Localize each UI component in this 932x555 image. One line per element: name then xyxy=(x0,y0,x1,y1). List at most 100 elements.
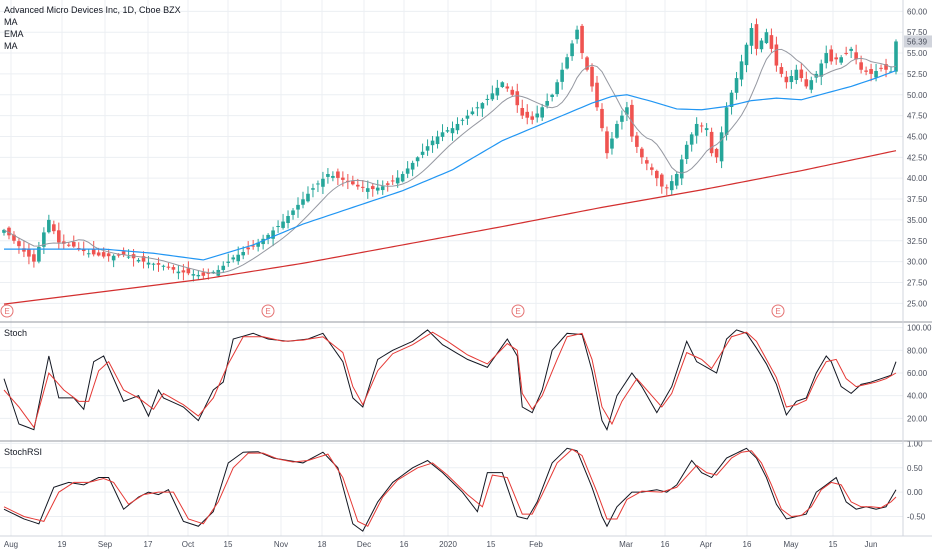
candle-body[interactable] xyxy=(475,107,480,109)
candle-body[interactable] xyxy=(520,108,525,116)
candle-body[interactable] xyxy=(71,241,76,247)
candle-body[interactable] xyxy=(52,224,56,232)
candle-body[interactable] xyxy=(395,177,400,184)
candle-body[interactable] xyxy=(81,249,86,252)
candle-body[interactable] xyxy=(510,89,515,95)
candle-body[interactable] xyxy=(595,82,599,108)
candle-body[interactable] xyxy=(301,199,305,205)
candle-body[interactable] xyxy=(331,175,335,178)
candle-body[interactable] xyxy=(784,76,789,83)
candle-body[interactable] xyxy=(615,123,619,138)
ema-line[interactable] xyxy=(4,70,897,261)
candle-body[interactable] xyxy=(560,69,564,82)
candle-body[interactable] xyxy=(375,187,380,191)
candle-body[interactable] xyxy=(211,271,216,273)
earnings-marker[interactable]: E xyxy=(261,304,275,318)
candle-body[interactable] xyxy=(440,132,445,137)
candle-body[interactable] xyxy=(47,219,51,233)
candle-body[interactable] xyxy=(106,253,111,257)
candle-body[interactable] xyxy=(2,229,6,233)
candle-body[interactable] xyxy=(221,265,226,270)
candle-body[interactable] xyxy=(804,79,809,87)
candle-body[interactable] xyxy=(605,131,609,154)
candle-body[interactable] xyxy=(864,70,868,72)
ma-short-line[interactable] xyxy=(3,48,897,274)
candle-body[interactable] xyxy=(256,242,260,247)
candle-body[interactable] xyxy=(854,52,858,60)
candle-body[interactable] xyxy=(261,238,265,245)
candle-body[interactable] xyxy=(799,69,804,79)
candle-body[interactable] xyxy=(321,178,325,187)
candle-body[interactable] xyxy=(445,130,450,132)
candle-body[interactable] xyxy=(450,128,455,134)
earnings-marker[interactable]: E xyxy=(0,304,14,318)
candle-body[interactable] xyxy=(57,230,61,243)
candle-body[interactable] xyxy=(186,268,191,274)
candle-body[interactable] xyxy=(764,32,769,44)
candle-body[interactable] xyxy=(679,159,684,179)
candle-body[interactable] xyxy=(859,62,863,70)
candle-body[interactable] xyxy=(17,241,21,247)
candle-body[interactable] xyxy=(311,188,315,190)
candle-body[interactable] xyxy=(645,160,649,164)
candle-body[interactable] xyxy=(351,181,355,185)
candle-body[interactable] xyxy=(894,41,898,72)
candle-body[interactable] xyxy=(316,183,320,185)
candle-body[interactable] xyxy=(276,226,280,228)
candle-body[interactable] xyxy=(296,204,300,210)
candle-body[interactable] xyxy=(585,57,589,70)
candle-body[interactable] xyxy=(535,113,540,118)
candle-body[interactable] xyxy=(360,186,365,188)
candle-body[interactable] xyxy=(640,148,644,158)
candle-body[interactable] xyxy=(116,254,121,256)
legend-ema[interactable]: EMA xyxy=(4,29,24,39)
candle-body[interactable] xyxy=(699,125,704,127)
candle-body[interactable] xyxy=(724,107,729,135)
candle-body[interactable] xyxy=(370,186,375,190)
candle-body[interactable] xyxy=(749,28,754,46)
candle-body[interactable] xyxy=(161,265,166,267)
candle-body[interactable] xyxy=(540,107,544,118)
candle-body[interactable] xyxy=(146,262,151,265)
candle-body[interactable] xyxy=(291,210,295,215)
candle-body[interactable] xyxy=(111,255,116,261)
candle-body[interactable] xyxy=(390,180,395,182)
candle-body[interactable] xyxy=(266,234,270,239)
candle-body[interactable] xyxy=(565,57,569,69)
candle-body[interactable] xyxy=(545,101,549,106)
candle-body[interactable] xyxy=(126,256,131,258)
candle-body[interactable] xyxy=(241,252,245,256)
candle-body[interactable] xyxy=(42,232,46,247)
candle-body[interactable] xyxy=(849,48,853,51)
candle-body[interactable] xyxy=(674,174,679,186)
candle-body[interactable] xyxy=(824,53,829,64)
candle-body[interactable] xyxy=(86,253,91,255)
earnings-marker[interactable]: E xyxy=(771,304,785,318)
candle-body[interactable] xyxy=(306,193,310,202)
candle-body[interactable] xyxy=(779,67,784,74)
candle-body[interactable] xyxy=(271,230,275,239)
candle-body[interactable] xyxy=(515,91,520,106)
candle-body[interactable] xyxy=(744,44,749,66)
candle-body[interactable] xyxy=(480,103,485,109)
candle-body[interactable] xyxy=(420,151,425,155)
candle-body[interactable] xyxy=(555,82,559,95)
candle-body[interactable] xyxy=(500,82,505,87)
candle-body[interactable] xyxy=(151,263,156,265)
candle-body[interactable] xyxy=(525,111,530,118)
candle-body[interactable] xyxy=(356,184,360,187)
candle-body[interactable] xyxy=(156,263,161,265)
candle-body[interactable] xyxy=(650,167,654,170)
candle-body[interactable] xyxy=(66,244,71,246)
candle-body[interactable] xyxy=(196,274,201,277)
candle-body[interactable] xyxy=(435,136,440,145)
oscillator-line-pctk[interactable] xyxy=(3,329,897,431)
candle-body[interactable] xyxy=(121,251,126,255)
candle-body[interactable] xyxy=(141,256,146,262)
candle-body[interactable] xyxy=(191,274,196,276)
candle-body[interactable] xyxy=(829,49,834,62)
candle-body[interactable] xyxy=(704,128,709,131)
candle-body[interactable] xyxy=(460,119,465,121)
candle-body[interactable] xyxy=(869,69,873,74)
